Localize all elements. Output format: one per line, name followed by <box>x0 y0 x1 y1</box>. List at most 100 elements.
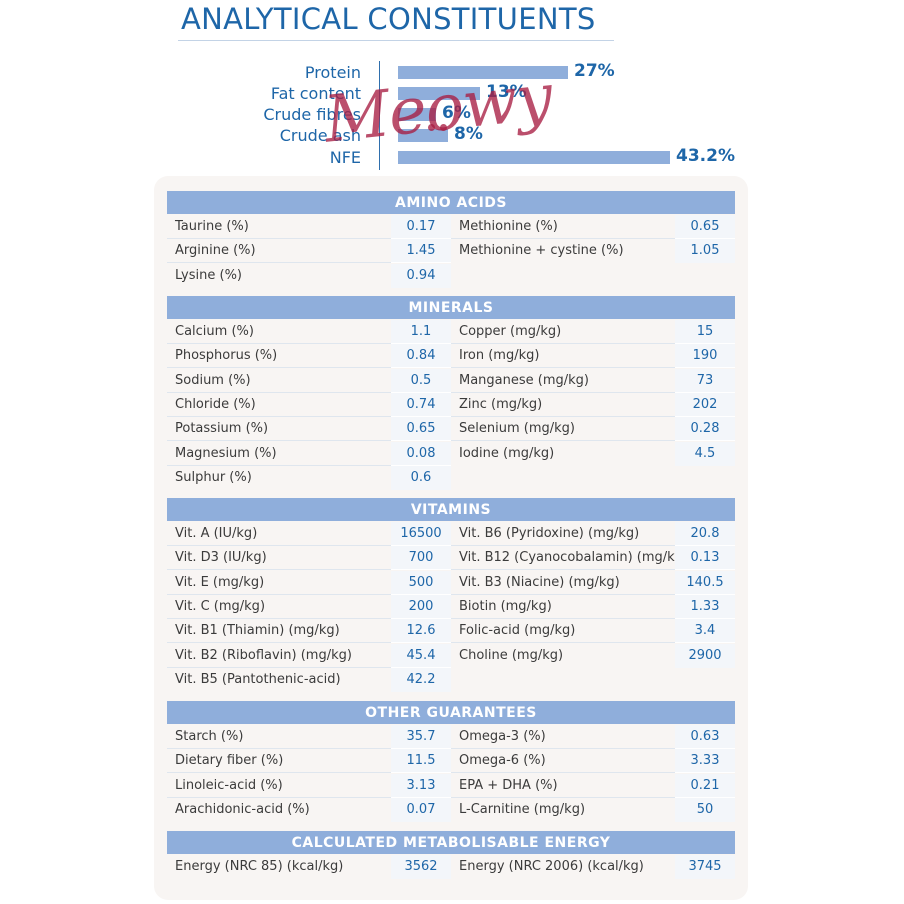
row-label: Copper (mg/kg) <box>459 324 562 339</box>
row-label: Sodium (%) <box>175 372 251 388</box>
table-row: Vit. B2 (Riboflavin) (mg/kg) 45.4 <box>167 643 451 668</box>
table-row: Omega-3 (%) 0.63 <box>451 725 735 749</box>
table-row: Vit. B6 (Pyridoxine) (mg/kg) 20.8 <box>451 522 735 546</box>
value-divider <box>675 617 735 619</box>
value-divider <box>391 464 451 466</box>
value-divider <box>675 593 735 595</box>
row-value: 3745 <box>675 855 735 879</box>
row-value: 1.05 <box>675 239 735 264</box>
row-label: Vit. D3 (IU/kg) <box>175 550 267 566</box>
chart-value-label: 6% <box>442 103 471 123</box>
table-row: Biotin (mg/kg) 1.33 <box>451 594 735 619</box>
row-label: Chloride (%) <box>175 396 256 412</box>
table-row: Sulphur (%) 0.6 <box>167 465 451 490</box>
meowy-logo: Meowy <box>318 60 555 180</box>
row-label: Omega-3 (%) <box>459 729 546 744</box>
row-value: 16500 <box>391 522 451 546</box>
row-label: Methionine + cystine (%) <box>459 243 624 259</box>
row-value: 50 <box>675 797 735 822</box>
table-row: Omega-6 (%) 3.33 <box>451 749 735 774</box>
table-row: Folic-acid (mg/kg) 3.4 <box>451 619 735 644</box>
value-divider <box>391 545 451 546</box>
row-label: Lysine (%) <box>175 267 242 283</box>
row-value: 190 <box>675 344 735 369</box>
chart-value-label: 43.2% <box>676 146 735 166</box>
table-row: Iodine (mg/kg) 4.5 <box>451 441 735 466</box>
row-value: 202 <box>675 392 735 417</box>
row-value: 500 <box>391 570 451 595</box>
table-row: Arginine (%) 1.45 <box>167 239 451 264</box>
table-row: Energy (NRC 85) (kcal/kg) 3562 <box>167 855 451 879</box>
row-value: 0.65 <box>391 417 451 442</box>
table-row: Taurine (%) 0.17 <box>167 215 451 239</box>
chart-category-label: Crude fibres <box>263 105 361 124</box>
section-header-energy: CALCULATED METABOLISABLE ENERGY <box>167 831 735 854</box>
table-row: Iron (mg/kg) 190 <box>451 344 735 369</box>
row-value: 35.7 <box>391 725 451 749</box>
row-value: 11.5 <box>391 749 451 774</box>
row-label: Iron (mg/kg) <box>459 348 540 364</box>
value-divider <box>675 440 735 442</box>
value-divider <box>391 391 451 393</box>
row-label: Vit. B12 (Cyanocobalamin) (mg/kg) <box>459 550 689 566</box>
row-label: Phosphorus (%) <box>175 348 278 364</box>
value-divider <box>391 569 451 571</box>
value-divider <box>675 545 735 546</box>
row-value: 0.28 <box>675 417 735 442</box>
row-label: Selenium (mg/kg) <box>459 421 575 437</box>
value-divider <box>675 748 735 749</box>
row-value: 20.8 <box>675 522 735 546</box>
value-divider <box>391 262 451 264</box>
row-value: 45.4 <box>391 643 451 668</box>
row-value: 1.1 <box>391 320 451 344</box>
table-row: Starch (%) 35.7 <box>167 725 451 749</box>
row-label: Vit. B3 (Niacine) (mg/kg) <box>459 574 620 590</box>
chart-value-label: 27% <box>574 61 615 81</box>
page-title: ANALYTICAL CONSTITUENTS <box>181 2 596 36</box>
value-divider <box>391 748 451 749</box>
logo-dot <box>428 124 435 131</box>
table-row: Vit. E (mg/kg) 500 <box>167 570 451 595</box>
row-label: Vit. B6 (Pyridoxine) (mg/kg) <box>459 526 640 541</box>
value-divider <box>675 796 735 798</box>
row-value: 0.5 <box>391 368 451 393</box>
table-row: EPA + DHA (%) 0.21 <box>451 773 735 798</box>
row-value: 0.84 <box>391 344 451 369</box>
table-row: Dietary fiber (%) 11.5 <box>167 749 451 774</box>
chart-bar <box>398 66 568 79</box>
value-divider <box>391 796 451 798</box>
section-header-minerals: MINERALS <box>167 296 735 319</box>
row-label: Energy (NRC 85) (kcal/kg) <box>175 859 344 874</box>
value-divider <box>391 772 451 774</box>
value-divider <box>675 391 735 393</box>
row-value: 0.17 <box>391 215 451 239</box>
row-label: Calcium (%) <box>175 324 254 339</box>
value-divider <box>675 238 735 239</box>
row-value: 0.6 <box>391 465 451 490</box>
value-divider <box>391 593 451 595</box>
table-row: Copper (mg/kg) 15 <box>451 320 735 344</box>
row-label: L-Carnitine (mg/kg) <box>459 801 586 817</box>
row-value: 3.33 <box>675 749 735 774</box>
row-value: 0.74 <box>391 392 451 417</box>
value-divider <box>675 569 735 571</box>
row-label: Vit. C (mg/kg) <box>175 598 266 614</box>
table-row: Methionine (%) 0.65 <box>451 215 735 239</box>
chart-bar <box>398 129 448 142</box>
table-row: Lysine (%) 0.94 <box>167 263 451 288</box>
table-row: Selenium (mg/kg) 0.28 <box>451 417 735 442</box>
chart-axis <box>379 61 380 170</box>
row-label: Folic-acid (mg/kg) <box>459 623 576 639</box>
row-value: 3.13 <box>391 773 451 798</box>
value-divider <box>391 367 451 369</box>
chart-category-label: Protein <box>304 63 361 82</box>
table-row: Energy (NRC 2006) (kcal/kg) 3745 <box>451 855 735 879</box>
table-row: Choline (mg/kg) 2900 <box>451 643 735 668</box>
table-row: Vit. A (IU/kg) 16500 <box>167 522 451 546</box>
table-row: Vit. B12 (Cyanocobalamin) (mg/kg) 0.13 <box>451 546 735 571</box>
row-label: Dietary fiber (%) <box>175 753 284 769</box>
row-label: Arginine (%) <box>175 243 256 259</box>
row-value: 0.65 <box>675 215 735 239</box>
chart-value-label: 8% <box>454 124 483 144</box>
table-row: Chloride (%) 0.74 <box>167 392 451 417</box>
